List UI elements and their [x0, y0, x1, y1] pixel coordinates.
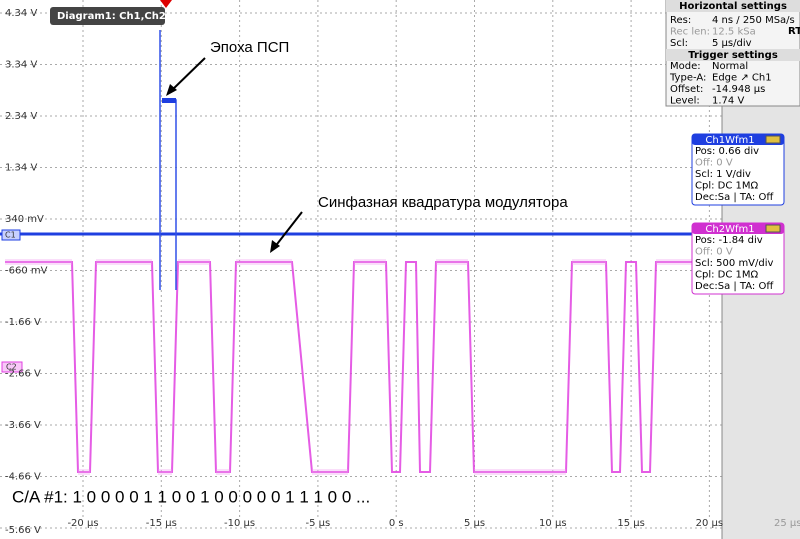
channel-setting: Pos: -1.84 div [695, 235, 763, 246]
panel-title: Trigger settings [688, 50, 778, 61]
x-label: -5 µs [306, 518, 331, 529]
setting-key: Rec len: [670, 27, 710, 38]
y-label: -3.66 V [5, 420, 41, 431]
channel-header[interactable] [692, 223, 784, 234]
arrow-head [166, 84, 177, 96]
diagram-tab[interactable] [50, 7, 165, 25]
setting-key: Type-A: [669, 73, 706, 84]
y-label: 4.34 V [5, 8, 37, 19]
ch2-waveform [5, 261, 712, 473]
y-label: 2.34 V [5, 111, 37, 122]
setting-key: Level: [670, 96, 700, 107]
setting-value: 1.74 V [712, 96, 744, 107]
y-label: -4.66 V [5, 472, 41, 483]
ch2-marker-box [1, 361, 23, 373]
channel-setting: Dec:Sa | TA: Off [695, 192, 774, 203]
channel-setting: Cpl: DC 1MΩ [695, 270, 759, 281]
x-label: 15 µs [617, 518, 644, 529]
channel-setting: Off: 0 V [695, 247, 733, 258]
channel-title[interactable]: Ch2Wfm1 [705, 224, 754, 235]
x-label: 0 s [389, 518, 404, 529]
channel-setting: Off: 0 V [695, 158, 733, 169]
panel-header [666, 49, 800, 61]
channel-header[interactable] [692, 134, 784, 145]
diagram-tab-label[interactable]: Diagram1: Ch1,Ch2 [57, 11, 166, 22]
annotation-arrow [169, 57, 206, 93]
x-label: -20 µs [67, 518, 98, 529]
x-label: 20 µs [696, 518, 723, 529]
annotation-arrow [273, 211, 303, 249]
channel-setting: Scl: 1 V/div [695, 169, 751, 180]
setting-key: Scl: [670, 38, 688, 49]
ch2-waveform-noise [5, 259, 712, 475]
x-label: -15 µs [146, 518, 177, 529]
channel-button[interactable] [765, 135, 781, 144]
y-label: 1.34 V [5, 163, 37, 174]
setting-value: Edge ↗ Ch1 [712, 73, 772, 84]
y-label: -660 mV [5, 266, 48, 277]
panel-title: Horizontal settings [679, 1, 787, 12]
setting-value: 12.5 kSa [712, 27, 756, 38]
y-label: -1.66 V [5, 317, 41, 328]
setting-key: Mode: [670, 61, 701, 72]
setting-key: Offset: [670, 84, 703, 95]
y-label: 340 mV [5, 214, 44, 225]
ch1-pulse [159, 30, 177, 290]
setting-value: 5 µs/div [712, 38, 752, 49]
channel-setting: Scl: 500 mV/div [695, 258, 774, 269]
x-label: -10 µs [224, 518, 255, 529]
channel-setting: Cpl: DC 1MΩ [695, 181, 759, 192]
setting-key: Res: [670, 15, 691, 26]
channel-title[interactable]: Ch1Wfm1 [705, 135, 754, 146]
annotation: Эпоха ПСП [210, 39, 289, 56]
grid [0, 0, 723, 539]
ch1-pulse-top [162, 98, 176, 103]
panel-header [666, 0, 800, 12]
channel-setting: Pos: 0.66 div [695, 146, 759, 157]
caption: C/A #1: 1 0 0 0 0 1 1 0 0 1 0 0 0 0 0 1 … [12, 487, 370, 506]
y-label: -5.66 V [5, 525, 41, 536]
channel-setting: Dec:Sa | TA: Off [695, 281, 774, 292]
y-label: -2.66 V [5, 369, 41, 380]
setting-value: -14.948 µs [712, 84, 765, 95]
x-label: 10 µs [539, 518, 566, 529]
x-label: 25 µs [774, 518, 800, 529]
arrow-head [270, 240, 280, 253]
ch2-marker: C2 [6, 363, 17, 372]
ch1-marker-box [1, 229, 21, 241]
setting-value: 4 ns / 250 MSa/s [712, 15, 795, 26]
x-label: 5 µs [464, 518, 485, 529]
ch1-marker: C1 [5, 231, 16, 240]
y-label: 3.34 V [5, 60, 37, 71]
channel-button[interactable] [765, 224, 781, 233]
trigger-marker [160, 0, 172, 8]
mode-tag: RT [788, 26, 800, 37]
setting-value: Normal [712, 61, 748, 72]
annotation: Синфазная квадратура модулятора [318, 194, 568, 211]
